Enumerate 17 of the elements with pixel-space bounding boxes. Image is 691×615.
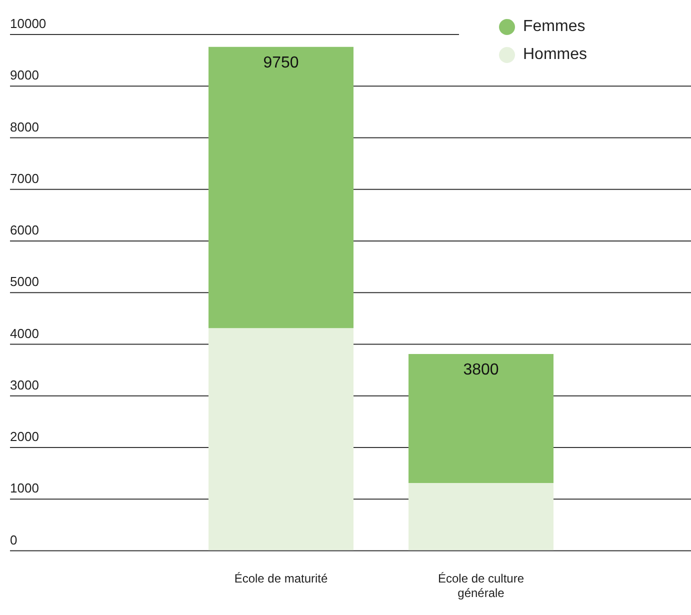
x-tick-label: École de maturité (234, 572, 328, 586)
y-tick-label: 2000 (10, 429, 39, 444)
y-tick-label: 7000 (10, 170, 39, 186)
y-tick-label: 0 (10, 532, 18, 548)
legend-label: Femmes (523, 18, 586, 36)
y-tick-label: 3000 (10, 377, 39, 392)
y-tick-label: 10000 (10, 16, 46, 32)
y-tick-label: 9000 (10, 68, 39, 83)
x-tick-label: École de culture générale (438, 572, 524, 600)
y-tick-label: 4000 (10, 326, 39, 341)
y-tick-label: 6000 (10, 222, 39, 238)
y-tick-label: 5000 (10, 274, 39, 290)
total-label: 3800 (463, 361, 499, 378)
legend-label: Hommes (523, 46, 588, 64)
total-label: 9750 (263, 54, 299, 72)
y-tick-label: 8000 (10, 119, 39, 134)
y-tick-label: 1000 (10, 480, 39, 496)
